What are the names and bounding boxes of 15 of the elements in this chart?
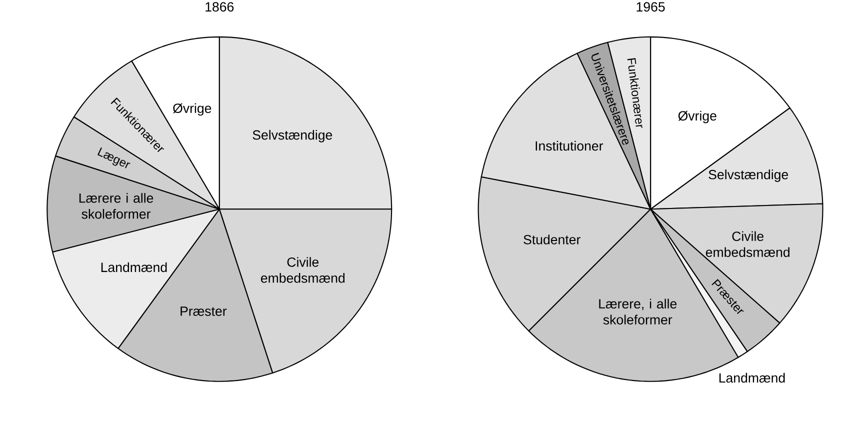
slice-label: Studenter [524, 234, 580, 244]
chart-title: 1866 [206, 2, 234, 12]
slice-label: Landmænd [101, 262, 167, 272]
slice-label: Øvrige [678, 110, 716, 124]
slice-label: Lærere, i alle skoleformer [599, 298, 677, 324]
slice-label: Selvstændige [708, 170, 788, 182]
slice-label: Præster [180, 306, 227, 316]
slice-label: Funktionærer [627, 58, 642, 128]
slice-label: Landmænd [719, 372, 785, 383]
slice-label: Civile embedsmænd [706, 231, 790, 257]
slice-label: Civile embedsmænd [260, 257, 345, 283]
slice-label: Øvrige [173, 103, 212, 116]
slice-label: Lærere i alle skoleformer [79, 193, 154, 219]
slice-label: Selvstændige [252, 130, 332, 142]
chart-title: 1965 [636, 2, 665, 12]
